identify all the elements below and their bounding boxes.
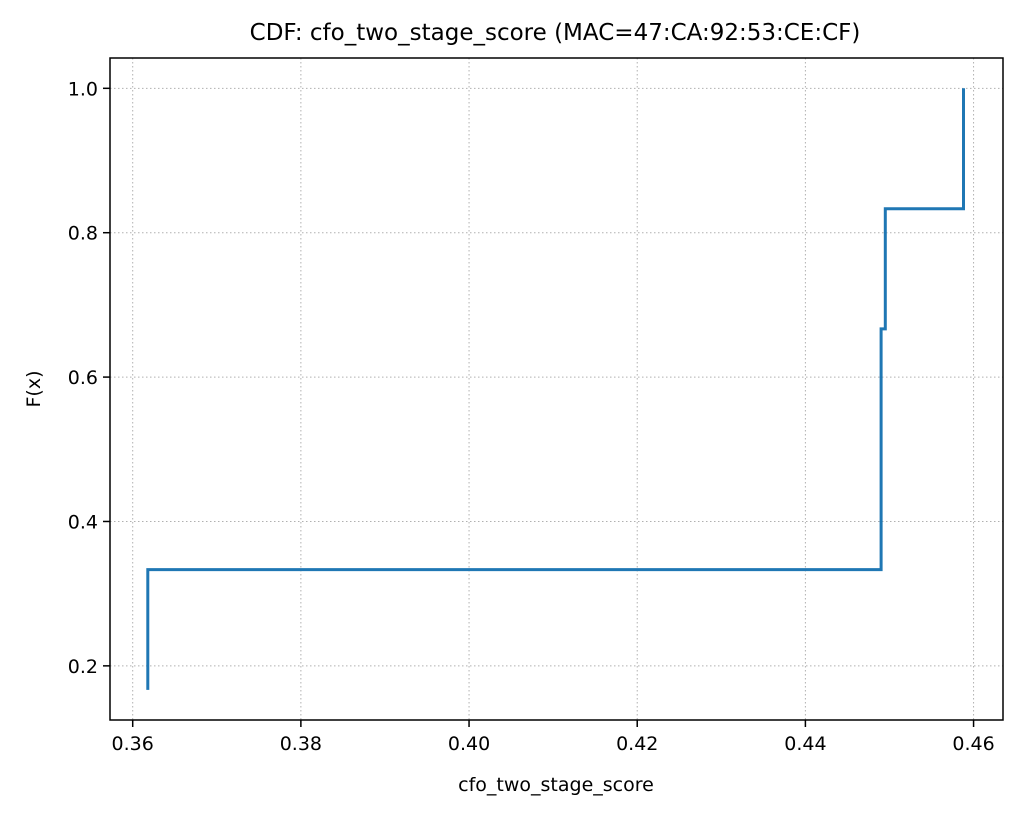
cdf-step-line — [146, 88, 965, 690]
x-tick-label: 0.46 — [952, 733, 994, 755]
y-tick-label: 0.4 — [68, 511, 98, 533]
series-layer — [146, 88, 965, 690]
plot-area-frame — [109, 57, 1004, 721]
grid-lines — [110, 58, 1003, 720]
y-tick-label: 0.8 — [68, 223, 98, 245]
y-tick-label: 1.0 — [68, 78, 98, 100]
y-tick-label: 0.6 — [68, 367, 98, 389]
x-tick-label: 0.44 — [784, 733, 826, 755]
x-axis-label: cfo_two_stage_score — [458, 774, 654, 796]
x-tick-label: 0.40 — [448, 733, 490, 755]
y-tick-label: 0.2 — [68, 656, 98, 678]
chart-title: CDF: cfo_two_stage_score (MAC=47:CA:92:5… — [250, 20, 861, 46]
axis-ticks: 0.36 0.38 0.40 0.42 0.44 0.46 0.2 0.4 0.6 0.8 1.0 — [68, 78, 995, 755]
x-tick-label: 0.36 — [112, 733, 154, 755]
x-tick-label: 0.38 — [280, 733, 322, 755]
x-tick-label: 0.42 — [616, 733, 658, 755]
y-axis-label: F(x) — [23, 371, 45, 408]
